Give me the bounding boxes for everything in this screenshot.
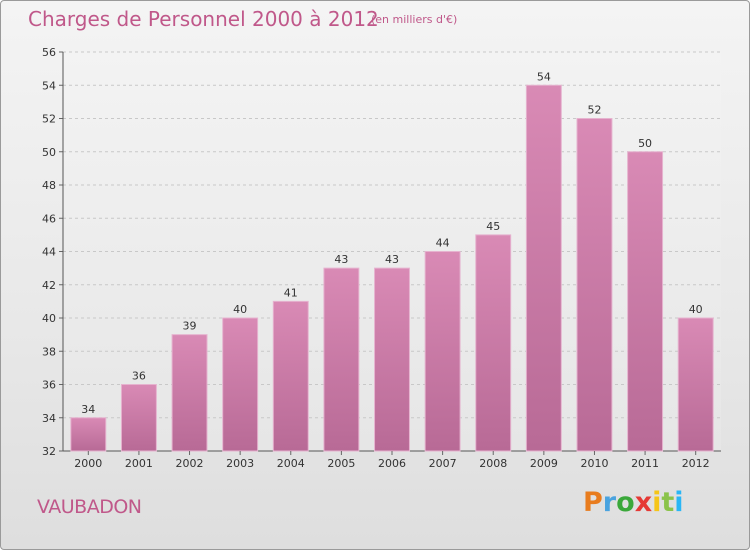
bar [272, 300, 309, 452]
bar [627, 151, 664, 452]
logo-letter: x [634, 487, 653, 518]
x-tick-label: 2002 [176, 457, 204, 470]
y-tick-label: 42 [42, 279, 56, 292]
bar-value-label: 43 [385, 253, 399, 266]
bar [424, 251, 461, 452]
logo-letter: t [661, 487, 675, 518]
y-tick-label: 40 [42, 312, 56, 325]
bar [525, 84, 562, 452]
bar-value-label: 44 [436, 237, 450, 250]
y-tick-label: 46 [42, 212, 56, 225]
bar [576, 118, 613, 452]
bar-value-label: 54 [537, 70, 551, 83]
y-tick-label: 48 [42, 179, 56, 192]
bar-value-label: 52 [587, 104, 601, 117]
bar [222, 317, 259, 452]
town-name: VAUBADON [37, 496, 142, 518]
bar-value-label: 36 [132, 370, 146, 383]
logo-letter: P [583, 487, 603, 518]
logo-letter: i [674, 487, 684, 518]
x-tick-label: 2011 [631, 457, 659, 470]
bar-value-label: 43 [334, 253, 348, 266]
y-tick-label: 34 [42, 412, 56, 425]
bar [323, 267, 360, 452]
y-tick-label: 52 [42, 113, 56, 126]
chart-subtitle: (en milliers d'€) [371, 13, 458, 26]
x-tick-label: 2000 [74, 457, 102, 470]
bar [677, 317, 714, 452]
y-tick-label: 44 [42, 246, 56, 259]
logo-letter: r [602, 487, 617, 518]
bar [171, 334, 208, 452]
bar-value-label: 45 [486, 220, 500, 233]
x-tick-label: 2010 [580, 457, 608, 470]
bar-value-label: 39 [183, 320, 197, 333]
y-tick-label: 36 [42, 379, 56, 392]
bar [70, 417, 107, 452]
y-tick-label: 56 [42, 46, 56, 59]
logo-letter: i [652, 487, 662, 518]
x-tick-label: 2009 [530, 457, 558, 470]
x-tick-label: 2008 [479, 457, 507, 470]
y-tick-label: 54 [42, 79, 56, 92]
x-tick-label: 2006 [378, 457, 406, 470]
x-tick-label: 2003 [226, 457, 254, 470]
x-tick-label: 2004 [277, 457, 305, 470]
x-tick-label: 2012 [682, 457, 710, 470]
bar-value-label: 40 [689, 303, 703, 316]
x-tick-label: 2007 [429, 457, 457, 470]
y-tick-label: 38 [42, 345, 56, 358]
logo-letter: o [616, 487, 635, 518]
bar-value-label: 40 [233, 303, 247, 316]
bar [475, 234, 512, 452]
chart-title: Charges de Personnel 2000 à 2012 [28, 7, 379, 31]
y-tick-label: 50 [42, 146, 56, 159]
proxiti-logo[interactable]: Proxiti [583, 487, 684, 518]
bar [120, 384, 157, 452]
bar [374, 267, 410, 452]
bar-value-label: 50 [638, 137, 652, 150]
x-tick-label: 2005 [327, 457, 355, 470]
x-tick-label: 2001 [125, 457, 153, 470]
y-tick-label: 32 [42, 445, 56, 458]
bar-value-label: 34 [81, 403, 95, 416]
bar-value-label: 41 [284, 286, 298, 299]
